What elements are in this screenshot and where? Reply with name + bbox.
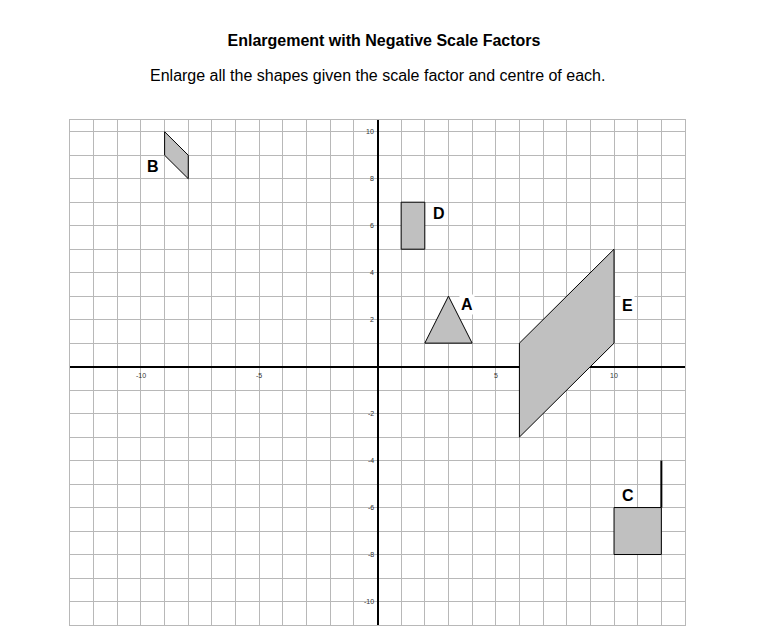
svg-text:D: D bbox=[433, 205, 445, 222]
svg-text:8: 8 bbox=[370, 175, 374, 182]
svg-text:5: 5 bbox=[494, 372, 498, 379]
svg-text:-6: -6 bbox=[368, 504, 374, 511]
svg-text:10: 10 bbox=[610, 372, 618, 379]
svg-text:-4: -4 bbox=[368, 457, 374, 464]
svg-text:E: E bbox=[622, 297, 633, 314]
svg-text:Enlargement with Negative Scal: Enlargement with Negative Scale Factors bbox=[228, 32, 541, 49]
svg-text:-10: -10 bbox=[136, 372, 146, 379]
svg-text:-8: -8 bbox=[368, 551, 374, 558]
svg-text:4: 4 bbox=[370, 269, 374, 276]
svg-text:-2: -2 bbox=[368, 410, 374, 417]
svg-text:2: 2 bbox=[370, 316, 374, 323]
svg-text:10: 10 bbox=[366, 128, 374, 135]
svg-text:C: C bbox=[622, 487, 634, 504]
svg-text:Enlarge all the shapes given t: Enlarge all the shapes given the scale f… bbox=[150, 67, 605, 84]
svg-text:-5: -5 bbox=[256, 372, 262, 379]
svg-text:-10: -10 bbox=[364, 598, 374, 605]
svg-text:B: B bbox=[147, 158, 159, 175]
svg-text:A: A bbox=[461, 296, 473, 313]
svg-text:6: 6 bbox=[370, 222, 374, 229]
